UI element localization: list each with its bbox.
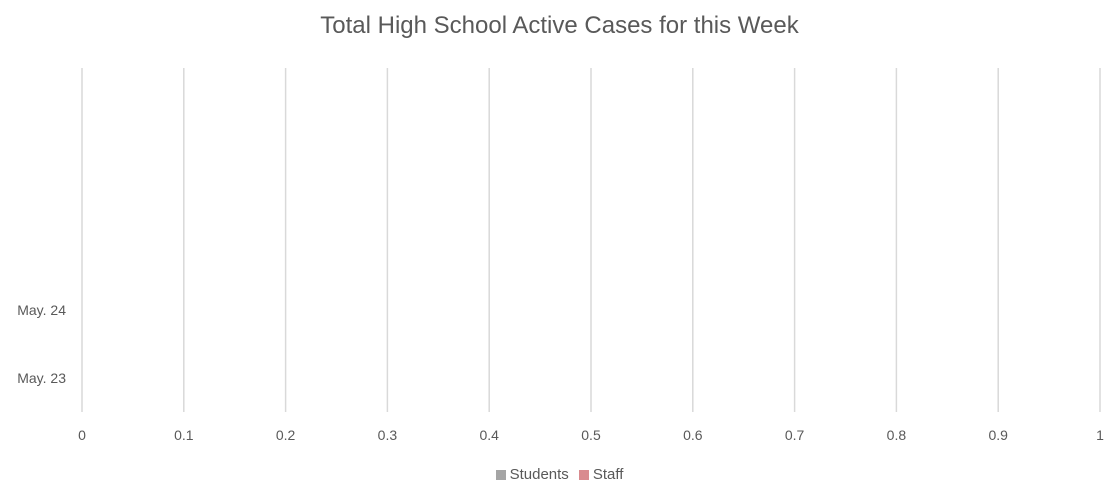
x-tick-label: 0 <box>78 427 86 443</box>
x-tick-label: 0.3 <box>378 427 398 443</box>
x-tick-label: 0.1 <box>174 427 194 443</box>
x-tick-label: 0.4 <box>479 427 499 443</box>
legend-swatch-staff <box>578 469 589 480</box>
gridlines <box>81 68 1101 412</box>
x-tick-label: 0.6 <box>683 427 703 443</box>
x-tick-labels: 0 0.1 0.2 0.3 0.4 0.5 0.6 0.7 0.8 0.9 1 <box>78 427 1104 443</box>
x-tick-label: 0.5 <box>581 427 601 443</box>
y-category-labels: May. 23 May. 24 <box>17 302 66 386</box>
x-tick-label: 1 <box>1096 427 1104 443</box>
legend-label-staff: Staff <box>592 466 624 483</box>
legend-label-students: Students <box>509 466 569 483</box>
y-category-label: May. 24 <box>17 302 66 318</box>
x-tick-label: 0.9 <box>988 427 1008 443</box>
legend-item-students: Students <box>495 466 569 483</box>
x-tick-label: 0.7 <box>785 427 805 443</box>
legend-item-staff: Staff <box>578 466 624 483</box>
y-category-label: May. 23 <box>17 370 66 386</box>
chart-title: Total High School Active Cases for this … <box>320 12 799 39</box>
x-tick-label: 0.2 <box>276 427 296 443</box>
x-tick-label: 0.8 <box>887 427 907 443</box>
legend: Students Staff <box>0 466 1119 483</box>
legend-swatch-students <box>495 469 506 480</box>
